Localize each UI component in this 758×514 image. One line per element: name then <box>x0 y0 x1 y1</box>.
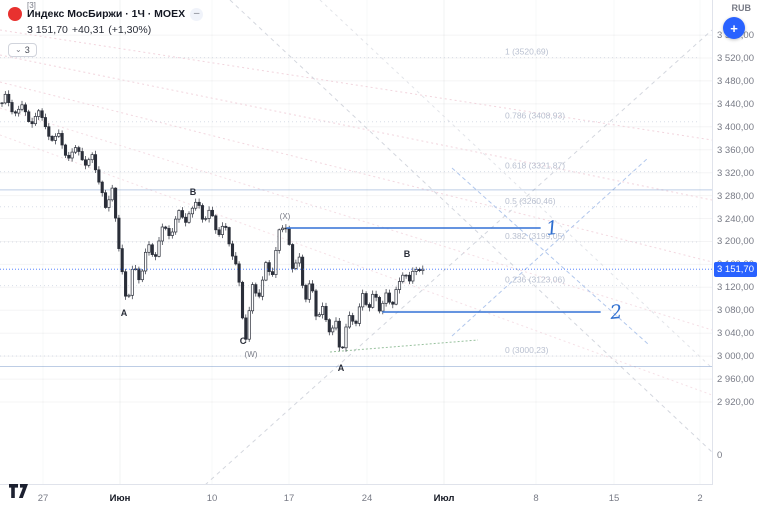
plus-order-button[interactable]: + <box>723 17 745 39</box>
handwritten-label-1[interactable]: 1 <box>545 217 559 240</box>
handwritten-label-2[interactable]: 2 <box>608 301 623 324</box>
chart-index-badge: [3] <box>27 1 36 10</box>
fib-level-label: 0.786 (3408,93) <box>505 111 565 121</box>
price-axis-label: 3 280,00 <box>717 191 754 202</box>
horizontal-rays[interactable]: 12 <box>286 217 623 324</box>
price-axis-label: 3 440,00 <box>717 99 754 110</box>
time-axis-label: 8 <box>533 493 539 504</box>
price-axis-label: 3 200,00 <box>717 236 754 247</box>
last-price-text: 3 151,70 <box>27 24 68 36</box>
fib-level-label: 0.382 (3199,05) <box>505 231 565 241</box>
chart-pane[interactable]: 1 (3520,69) 0.786 (3408,93) 0.618 (3321,87… <box>0 0 712 485</box>
wave-label: A <box>338 363 345 373</box>
price-axis-label: 3 240,00 <box>717 214 754 225</box>
symbol-row: Индекс МосБиржи · 1Ч · MOEX – <box>8 7 204 21</box>
price-change-text: +40,31 <box>71 24 105 36</box>
price-axis-label: 3 480,00 <box>717 76 754 87</box>
support-lines[interactable] <box>0 189 712 367</box>
wave-labels: A B C (W) (X) A B <box>121 187 411 373</box>
background-trend-lines <box>0 0 712 485</box>
time-axis-label: 10 <box>206 493 218 504</box>
wave-label: (X) <box>280 212 291 221</box>
price-change-pct-text: (+1,30%) <box>108 24 152 36</box>
price-axis-label: 3 520,00 <box>717 53 754 64</box>
time-axis[interactable]: 27 Июн 10 17 24 Июл 8 15 2 <box>0 484 758 514</box>
zero-axis-label: 0 <box>717 450 723 461</box>
drawings-count: 3 <box>24 45 30 55</box>
price-row: 3 151,70 +40,31 (+1,30%) <box>27 24 203 36</box>
drawings-pill[interactable]: ⌄ 3 <box>8 43 37 57</box>
wave-label: B <box>190 187 197 197</box>
wave-label: A <box>121 308 128 318</box>
currency-label[interactable]: RUB <box>731 3 752 13</box>
price-axis-label: 3 040,00 <box>717 328 754 339</box>
price-axis-label: 3 000,00 <box>717 351 754 362</box>
wave-label: B <box>404 249 411 259</box>
time-axis-label: Июл <box>433 493 455 504</box>
fib-level-label: 0.618 (3321,87) <box>505 161 565 171</box>
time-axis-label: 17 <box>283 493 295 504</box>
price-axis-label: 2 960,00 <box>717 374 754 385</box>
symbol-logo-icon <box>8 7 22 21</box>
time-axis-label: 15 <box>608 493 620 504</box>
price-axis-label: 3 080,00 <box>717 305 754 316</box>
chart-canvas[interactable]: 1 (3520,69) 0.786 (3408,93) 0.618 (3321,87… <box>0 0 712 485</box>
time-axis-label: 24 <box>361 493 373 504</box>
chevron-down-icon: ⌄ <box>15 45 22 54</box>
price-axis[interactable]: RUB + 3 151,70 0 3 560,003 520,003 480,0… <box>712 0 758 485</box>
time-axis-label: Июн <box>109 493 131 504</box>
time-axis-label: 27 <box>37 493 49 504</box>
collapse-legend-button[interactable]: – <box>190 7 204 21</box>
fib-level-label: 1 (3520,69) <box>505 47 549 57</box>
price-axis-label: 3 320,00 <box>717 168 754 179</box>
price-axis-label: 3 360,00 <box>717 145 754 156</box>
price-axis-label: 2 920,00 <box>717 397 754 408</box>
fib-level-label: 0.236 (3123,06) <box>505 275 565 285</box>
tradingview-logo[interactable] <box>9 484 31 503</box>
symbol-header: [3] Индекс МосБиржи · 1Ч · MOEX – 3 151,… <box>8 1 204 57</box>
fib-level-label: 0.5 (3260,46) <box>505 196 556 206</box>
fib-level-label: 0 (3000,23) <box>505 345 549 355</box>
candles <box>0 90 425 352</box>
time-axis-label: 2 <box>697 493 703 504</box>
price-axis-label: 3 120,00 <box>717 282 754 293</box>
plus-icon: + <box>730 20 738 36</box>
symbol-title[interactable]: Индекс МосБиржи · 1Ч · MOEX <box>27 8 186 20</box>
wave-label: (W) <box>245 350 258 359</box>
wave-label: C <box>240 336 247 346</box>
price-axis-label: 3 400,00 <box>717 122 754 133</box>
tradingview-logo-icon <box>9 484 28 498</box>
last-price-badge: 3 151,70 <box>714 262 757 277</box>
